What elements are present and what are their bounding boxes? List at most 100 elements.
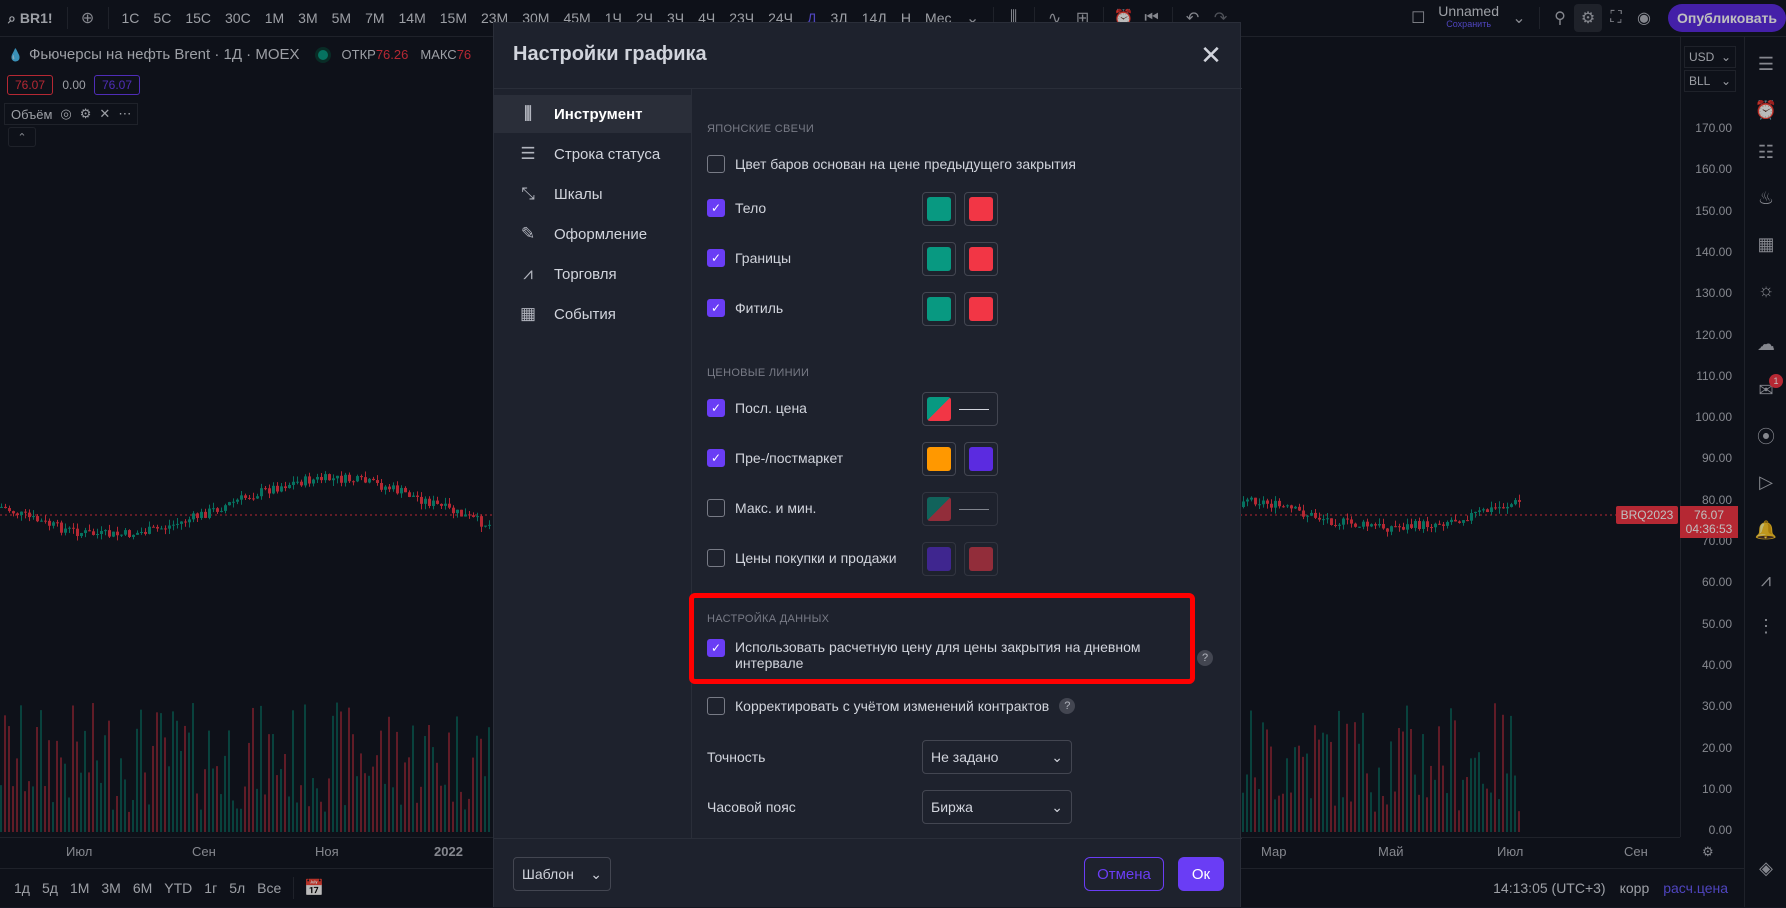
range-7[interactable]: 5л	[229, 880, 246, 896]
ideas-icon[interactable]: ☼	[1757, 279, 1775, 300]
timezone-select[interactable]: Биржа ⌄	[922, 790, 1072, 824]
postmarket-color-swatch[interactable]	[964, 442, 998, 476]
range-5[interactable]: YTD	[164, 880, 193, 896]
bid-color-swatch[interactable]	[922, 542, 956, 576]
borders-down-color-swatch[interactable]	[964, 242, 998, 276]
checkbox-adjust[interactable]	[707, 697, 725, 715]
publish-button[interactable]: Опубликовать	[1668, 4, 1786, 32]
chart-type-icon[interactable]: ⫼	[1009, 9, 1018, 26]
option-body[interactable]: ✓ Тело	[707, 199, 766, 217]
borders-up-color-swatch[interactable]	[922, 242, 956, 276]
chevron-down-icon[interactable]: ⌄	[1512, 10, 1526, 27]
adjust-toggle[interactable]: корр	[1619, 880, 1650, 896]
gear-icon[interactable]: ⚙	[1702, 844, 1714, 859]
interval-6[interactable]: 5М	[331, 10, 352, 26]
currency-select[interactable]: USD ⌄	[1684, 46, 1736, 68]
chat-icon[interactable]: ✉ 1	[1753, 374, 1783, 403]
checkbox-borders[interactable]: ✓	[707, 249, 725, 267]
body-down-color-swatch[interactable]	[964, 192, 998, 226]
quick-search-icon[interactable]: ⚲	[1554, 10, 1566, 27]
checkbox-prev-close[interactable]	[707, 155, 725, 173]
option-last-price[interactable]: ✓ Посл. цена	[707, 399, 807, 417]
settlement-toggle[interactable]: расч.цена	[1663, 880, 1728, 896]
cancel-button[interactable]: Отмена	[1084, 857, 1164, 891]
gear-icon[interactable]: ⚙	[79, 106, 92, 121]
option-borders[interactable]: ✓ Границы	[707, 249, 791, 267]
checkbox-last-price[interactable]: ✓	[707, 399, 725, 417]
last-price-style-swatch[interactable]	[922, 392, 998, 426]
go-to-date-icon[interactable]: 📅	[304, 880, 325, 897]
close-icon[interactable]: ✕	[99, 106, 111, 121]
interval-2[interactable]: 15С	[185, 10, 212, 26]
symbol-search[interactable]: ⌕ BR1!	[0, 10, 61, 27]
body-up-color-swatch[interactable]	[922, 192, 956, 226]
layers-icon[interactable]: ◈	[1759, 857, 1773, 878]
close-icon[interactable]: ✕	[1200, 39, 1222, 70]
range-3[interactable]: 3М	[101, 880, 121, 896]
nav-item-2[interactable]: ⤡ Шкалы	[494, 175, 692, 213]
fullscreen-icon[interactable]: ⛶	[1610, 9, 1622, 26]
interval-9[interactable]: 15М	[439, 10, 467, 26]
calendar-icon[interactable]: ▦	[1757, 233, 1775, 254]
help-icon[interactable]: ?	[1197, 650, 1213, 666]
nav-item-3[interactable]: ✎ Оформление	[494, 215, 692, 253]
camera-icon[interactable]: ◉	[1637, 10, 1651, 27]
range-2[interactable]: 1М	[69, 880, 90, 896]
streams-icon[interactable]: ⦿	[1757, 427, 1775, 447]
range-8[interactable]: Все	[257, 880, 282, 896]
option-highlow[interactable]: Макс. и мин.	[707, 499, 816, 517]
layout-square-icon[interactable]: ☐	[1411, 10, 1426, 27]
option-prev-close[interactable]: Цвет баров основан на цене предыдущего з…	[707, 155, 1076, 173]
option-settlement[interactable]: ✓ Использовать расчетную цену для цены з…	[707, 639, 1147, 671]
bid-price[interactable]: 76.07	[7, 75, 53, 95]
checkbox-settlement[interactable]: ✓	[707, 639, 725, 657]
premarket-color-swatch[interactable]	[922, 442, 956, 476]
range-6[interactable]: 1г	[204, 880, 218, 896]
interval-22[interactable]: Н	[900, 10, 911, 26]
ask-price[interactable]: 76.07	[94, 75, 140, 95]
data-window-icon[interactable]: ☷	[1757, 141, 1775, 162]
eye-icon[interactable]: ◎	[60, 106, 72, 121]
interval-4[interactable]: 1М	[264, 10, 285, 26]
unit-select[interactable]: BLL ⌄	[1684, 70, 1736, 92]
checkbox-prepost[interactable]: ✓	[707, 449, 725, 467]
collapse-legend-button[interactable]: ⌃	[8, 127, 36, 147]
template-dropdown[interactable]: Шаблон ⌄	[513, 857, 611, 891]
dom-icon[interactable]: ⋮	[1757, 615, 1775, 636]
hotlists-icon[interactable]: ♨	[1757, 187, 1775, 208]
chart-canvas[interactable]	[0, 37, 1680, 837]
checkbox-bidask[interactable]	[707, 549, 725, 567]
nav-item-5[interactable]: ▦ События	[494, 295, 692, 333]
gear-icon[interactable]: ⚙	[1574, 4, 1602, 32]
cloud-icon[interactable]: ☁	[1757, 333, 1775, 354]
interval-0[interactable]: 1С	[121, 10, 140, 26]
checkbox-highlow[interactable]	[707, 499, 725, 517]
precision-select[interactable]: Не задано ⌄	[922, 740, 1072, 774]
wick-down-color-swatch[interactable]	[964, 292, 998, 326]
clock[interactable]: 14:13:05 (UTC+3)	[1493, 880, 1606, 896]
alarm-clock-icon[interactable]: ⏰	[1754, 99, 1778, 120]
range-1[interactable]: 5д	[41, 880, 58, 896]
interval-1[interactable]: 5С	[153, 10, 172, 26]
checkbox-body[interactable]: ✓	[707, 199, 725, 217]
more-icon[interactable]: ⋯	[118, 106, 132, 121]
option-prepost[interactable]: ✓ Пре-/постмаркет	[707, 449, 843, 467]
interval-8[interactable]: 14М	[398, 10, 426, 26]
option-wick[interactable]: ✓ Фитиль	[707, 299, 783, 317]
broadcast-icon[interactable]: ▷	[1759, 471, 1773, 492]
nav-item-0[interactable]: ⫼ Инструмент	[494, 95, 692, 133]
nav-item-4[interactable]: ⩘ Торговля	[494, 255, 692, 293]
option-bidask[interactable]: Цены покупки и продажи	[707, 549, 897, 567]
interval-7[interactable]: 7М	[365, 10, 385, 26]
interval-3[interactable]: 30С	[225, 10, 251, 26]
wick-up-color-swatch[interactable]	[922, 292, 956, 326]
replay-icon[interactable]: ⏮	[1144, 9, 1159, 26]
checkbox-wick[interactable]: ✓	[707, 299, 725, 317]
highlow-style-swatch[interactable]	[922, 492, 998, 526]
layout-name[interactable]: Unnamed Сохранить	[1438, 4, 1499, 31]
watchlist-icon[interactable]: ☰	[1757, 53, 1775, 74]
ask-color-swatch[interactable]	[964, 542, 998, 576]
add-symbol-icon[interactable]: ⊕	[80, 10, 95, 27]
nav-item-1[interactable]: ☰ Строка статуса	[494, 135, 692, 173]
ok-button[interactable]: Ок	[1178, 857, 1224, 891]
